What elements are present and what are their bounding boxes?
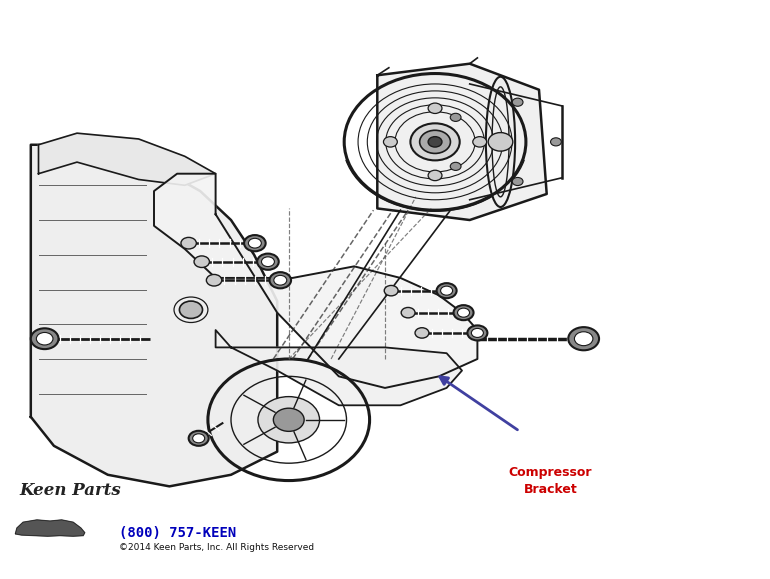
Circle shape [415, 328, 429, 338]
Circle shape [420, 130, 450, 153]
Circle shape [274, 276, 286, 285]
Circle shape [512, 177, 523, 185]
Circle shape [467, 325, 487, 340]
Circle shape [488, 133, 513, 151]
Circle shape [473, 137, 487, 147]
Circle shape [179, 301, 203, 318]
Circle shape [384, 285, 398, 296]
Circle shape [450, 162, 461, 170]
Text: Bracket: Bracket [524, 483, 578, 496]
Text: (800) 757-KEEN: (800) 757-KEEN [119, 526, 236, 540]
Text: ©2014 Keen Parts, Inc. All Rights Reserved: ©2014 Keen Parts, Inc. All Rights Reserv… [119, 543, 314, 552]
Circle shape [568, 327, 599, 350]
Circle shape [257, 254, 279, 270]
Circle shape [410, 123, 460, 160]
Circle shape [270, 272, 291, 288]
Circle shape [273, 408, 304, 431]
Circle shape [471, 328, 484, 338]
Circle shape [244, 235, 266, 251]
Polygon shape [216, 330, 462, 405]
Text: Keen Parts: Keen Parts [19, 482, 121, 499]
Circle shape [383, 137, 397, 147]
Ellipse shape [486, 76, 515, 207]
Circle shape [192, 434, 205, 443]
Polygon shape [38, 133, 216, 185]
Circle shape [450, 113, 461, 122]
Circle shape [206, 274, 222, 286]
Circle shape [428, 137, 442, 147]
Circle shape [574, 332, 593, 346]
Circle shape [428, 103, 442, 113]
Circle shape [457, 308, 470, 317]
Circle shape [437, 283, 457, 298]
Circle shape [31, 328, 59, 349]
Circle shape [454, 305, 474, 320]
Polygon shape [15, 520, 85, 536]
Circle shape [440, 286, 453, 295]
Circle shape [194, 256, 209, 267]
Circle shape [262, 257, 274, 266]
Circle shape [181, 237, 196, 249]
Circle shape [189, 431, 209, 446]
Circle shape [36, 332, 53, 345]
Circle shape [428, 170, 442, 181]
Circle shape [512, 98, 523, 107]
Circle shape [258, 397, 320, 443]
Circle shape [249, 239, 261, 248]
Polygon shape [377, 64, 547, 220]
Polygon shape [31, 145, 277, 486]
Circle shape [551, 138, 561, 146]
Circle shape [401, 307, 415, 318]
Text: Compressor: Compressor [509, 466, 592, 479]
Polygon shape [154, 174, 477, 388]
